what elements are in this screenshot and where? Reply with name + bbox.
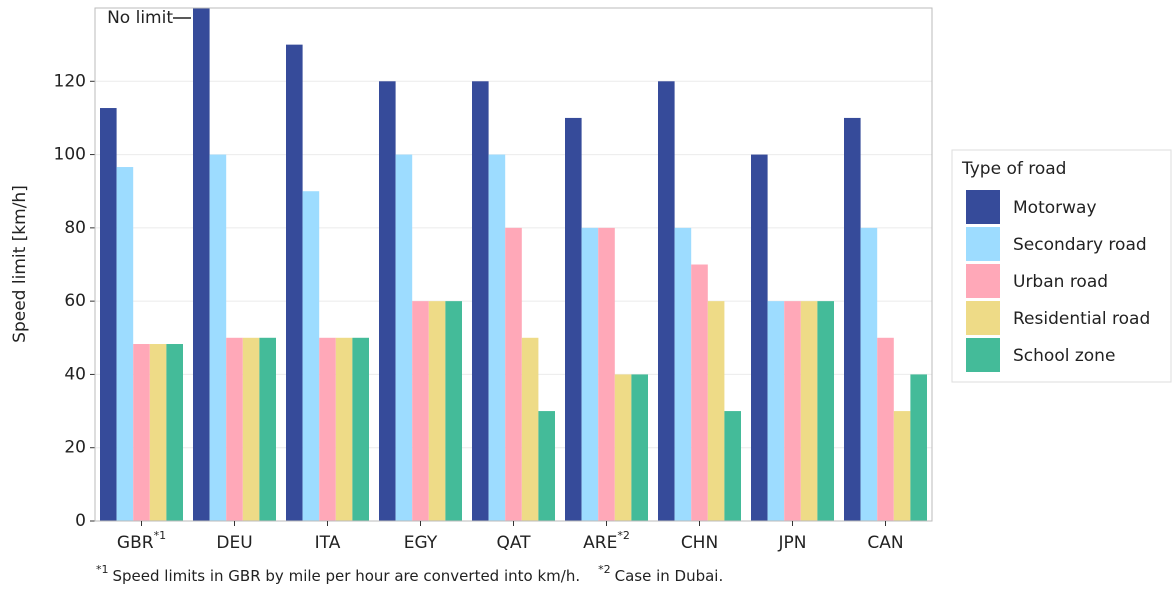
bar <box>412 301 429 521</box>
footnote-mark: *2 <box>598 563 611 576</box>
legend-label: Secondary road <box>1013 235 1147 255</box>
legend-swatch <box>966 301 1000 335</box>
footnote-mark: *1 <box>96 563 109 576</box>
bar <box>209 154 227 522</box>
legend-swatch <box>966 338 1000 372</box>
category-mark: *1 <box>154 529 167 542</box>
legend-title: Type of road <box>961 159 1066 179</box>
bar <box>335 337 353 521</box>
footnote: *1 Speed limits in GBR by mile per hour a… <box>96 563 723 585</box>
bar <box>893 411 911 521</box>
x-tick-label: EGY <box>404 533 438 553</box>
bar <box>395 154 413 522</box>
annotation: No limit <box>107 8 173 28</box>
bar <box>674 227 692 521</box>
legend-label: Motorway <box>1013 198 1097 218</box>
bar <box>226 337 243 521</box>
bar <box>631 374 648 521</box>
bar <box>116 167 134 521</box>
category-mark: *2 <box>617 529 630 542</box>
category-name: CHN <box>681 533 718 553</box>
bar <box>100 108 117 521</box>
y-tick-label: 100 <box>54 145 86 165</box>
bar <box>614 374 632 521</box>
x-tick-label: ARE*2 <box>583 529 630 553</box>
bar <box>707 301 725 521</box>
bar <box>352 337 369 521</box>
bar <box>767 301 785 521</box>
bar <box>581 227 599 521</box>
bar <box>472 81 489 522</box>
x-tick-label: CHN <box>681 533 718 553</box>
x-tick-label: QAT <box>496 533 531 553</box>
bar <box>286 44 303 522</box>
bar <box>910 374 927 521</box>
bar <box>521 337 539 521</box>
y-tick-label: 80 <box>64 218 86 238</box>
category-name: ARE <box>583 533 617 553</box>
bar <box>565 117 582 521</box>
category-name: DEU <box>216 533 252 553</box>
category-name: GBR <box>117 533 154 553</box>
x-tick-label: JPN <box>778 533 807 553</box>
x-tick-label: DEU <box>216 533 252 553</box>
bar <box>302 191 320 521</box>
bar <box>242 337 260 521</box>
category-name: JPN <box>778 533 807 553</box>
legend-swatch <box>966 190 1000 224</box>
bar <box>193 8 210 521</box>
y-tick-label: 40 <box>64 364 86 384</box>
bar <box>751 154 768 522</box>
bar <box>691 264 708 521</box>
x-tick-label: CAN <box>867 533 903 553</box>
y-tick-label: 60 <box>64 291 86 311</box>
bar <box>428 301 446 521</box>
legend-swatch <box>966 264 1000 298</box>
bar <box>860 227 878 521</box>
category-name: ITA <box>315 533 341 553</box>
legend-label: Residential road <box>1013 309 1150 329</box>
y-tick-label: 0 <box>75 511 86 531</box>
bar <box>538 411 555 521</box>
y-axis-label: Speed limit [km/h] <box>10 185 30 343</box>
category-name: QAT <box>496 533 531 553</box>
bar <box>319 337 336 521</box>
bar <box>844 117 861 521</box>
x-tick-label: ITA <box>315 533 341 553</box>
bar <box>724 411 741 521</box>
category-name: EGY <box>404 533 438 553</box>
bar <box>877 337 894 521</box>
bar <box>166 344 183 521</box>
bar <box>379 81 396 522</box>
legend-label: School zone <box>1013 346 1115 366</box>
footnote-text: Speed limits in GBR by mile per hour are… <box>113 567 581 585</box>
bar <box>598 227 615 521</box>
bar <box>800 301 818 521</box>
bar <box>817 301 834 521</box>
legend-swatch <box>966 227 1000 261</box>
y-tick-label: 20 <box>64 438 86 458</box>
bar <box>149 344 167 521</box>
bar <box>488 154 506 522</box>
bar <box>259 337 276 521</box>
x-tick-label: GBR*1 <box>117 529 166 553</box>
bar <box>658 81 675 522</box>
bar <box>505 227 522 521</box>
bar <box>133 344 150 521</box>
footnote-text: Case in Dubai. <box>615 567 724 585</box>
bar <box>784 301 801 521</box>
category-name: CAN <box>867 533 903 553</box>
legend-label: Urban road <box>1013 272 1108 292</box>
bar <box>445 301 462 521</box>
y-tick-label: 120 <box>54 71 86 91</box>
